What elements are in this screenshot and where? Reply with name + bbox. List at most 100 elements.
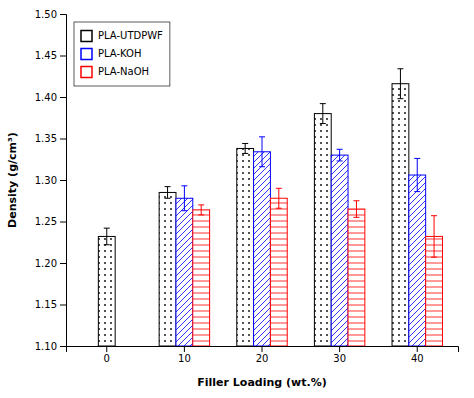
y-tick: 1.10 [35, 341, 66, 352]
error-bar [242, 143, 248, 153]
y-tick-mark [60, 139, 66, 140]
error-bar-line [320, 104, 326, 124]
error-bar [431, 216, 437, 258]
bar [270, 198, 287, 346]
x-tick: 30 [333, 346, 346, 364]
y-tick-mark [60, 180, 66, 181]
y-tick-mark [60, 263, 66, 264]
error-bar [353, 201, 359, 218]
x-tick: 20 [256, 346, 269, 364]
error-bar [397, 69, 403, 99]
error-bar [276, 188, 282, 208]
error-bar-line [337, 149, 343, 161]
bar [409, 175, 426, 346]
error-bar-line [431, 216, 437, 258]
error-bar-line [353, 201, 359, 218]
bar [331, 155, 348, 346]
error-bar-line [397, 69, 403, 99]
x-tick-mark [417, 346, 418, 352]
marks [98, 69, 442, 346]
error-bar-line [276, 188, 282, 208]
y-tick-mark [60, 14, 66, 15]
y-axis: 1.10 1.15 1.20 1.25 1.30 1.35 1.40 1.45 1.50 [35, 9, 67, 352]
y-tick-mark [60, 346, 66, 347]
chart: 1.10 1.15 1.20 1.25 1.30 1.35 1.40 1.45 1.50 0 10 2… [0, 0, 474, 398]
y-tick-label: 1.20 [35, 258, 57, 269]
error-bar-line [198, 205, 204, 215]
legend-item: PLA-UTDPWF [81, 30, 163, 42]
y-tick-label: 1.40 [35, 92, 57, 103]
x-tick-label: 30 [333, 353, 346, 364]
bar [193, 210, 210, 346]
error-bar [414, 158, 420, 191]
y-tick-label: 1.30 [35, 175, 57, 186]
y-tick: 1.35 [35, 133, 66, 144]
bar [392, 84, 409, 346]
bar [176, 198, 193, 346]
legend-swatch [81, 49, 92, 60]
y-tick: 1.40 [35, 92, 66, 103]
y-tick: 1.30 [35, 175, 66, 186]
legend-swatch [81, 67, 92, 78]
y-tick-label: 1.45 [35, 50, 57, 61]
error-bar [198, 205, 204, 215]
y-axis-title: Density (g/cm³) [6, 132, 19, 228]
legend-box [74, 22, 170, 86]
y-tick: 1.45 [35, 50, 66, 61]
y-tick-label: 1.15 [35, 299, 57, 310]
x-tick-mark [262, 346, 263, 352]
legend-label: PLA-UTDPWF [98, 30, 163, 41]
plot: 1.10 1.15 1.20 1.25 1.30 1.35 1.40 1.45 1.50 0 10 2… [6, 9, 459, 389]
y-tick: 1.25 [35, 216, 66, 227]
error-bar-line [242, 143, 248, 153]
x-tick: 10 [178, 346, 191, 364]
legend-swatch [81, 31, 92, 42]
y-tick-mark [60, 56, 66, 57]
y-tick: 1.50 [35, 9, 66, 20]
error-bar-line [165, 187, 171, 199]
x-tick-mark [184, 346, 185, 352]
x-axis: 0 10 20 30 40 [67, 346, 459, 364]
error-bar [320, 104, 326, 124]
x-axis-title: Filler Loading (wt.%) [197, 376, 326, 389]
y-tick-mark [60, 305, 66, 306]
error-bar [181, 186, 187, 211]
x-tick-label: 20 [256, 353, 269, 364]
x-tick: 40 [411, 346, 424, 364]
legend-item: PLA-NaOH [81, 66, 149, 78]
x-tick-label: 10 [178, 353, 191, 364]
bar [254, 152, 271, 346]
y-tick-label: 1.35 [35, 133, 57, 144]
x-tick-mark [339, 346, 340, 352]
x-axis-line [67, 347, 459, 353]
bar [98, 236, 115, 346]
y-tick: 1.20 [35, 258, 66, 269]
error-bar [165, 187, 171, 199]
bar [314, 114, 331, 346]
legend-label: PLA-KOH [98, 48, 141, 59]
error-bar-line [259, 137, 265, 167]
bar [159, 192, 176, 346]
legend: PLA-UTDPWF PLA-KOH PLA-NaOH [74, 22, 170, 86]
y-tick-label: 1.10 [35, 341, 57, 352]
error-bar-line [104, 228, 110, 245]
bar [237, 148, 254, 346]
bar [348, 209, 365, 346]
y-tick-label: 1.25 [35, 216, 57, 227]
y-tick-mark [60, 97, 66, 98]
y-axis-line [60, 15, 67, 347]
error-bar [337, 149, 343, 161]
x-tick-label: 0 [104, 353, 110, 364]
x-tick-mark [106, 346, 107, 352]
error-bar-line [414, 158, 420, 191]
y-tick-label: 1.50 [35, 9, 57, 20]
legend-label: PLA-NaOH [98, 66, 149, 77]
error-bar-line [181, 186, 187, 211]
error-bar [259, 137, 265, 167]
x-tick: 0 [104, 346, 110, 364]
error-bar [104, 228, 110, 245]
y-tick-mark [60, 222, 66, 223]
legend-item: PLA-KOH [81, 48, 141, 60]
x-tick-label: 40 [411, 353, 424, 364]
y-tick: 1.15 [35, 299, 66, 310]
